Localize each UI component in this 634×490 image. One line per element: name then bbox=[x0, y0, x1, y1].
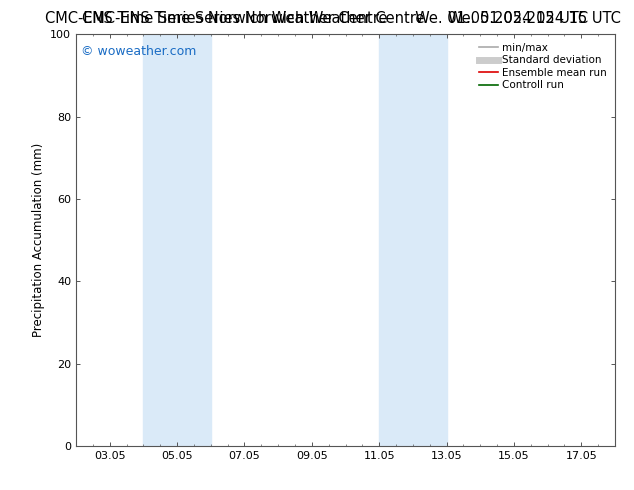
Y-axis label: Precipitation Accumulation (mm): Precipitation Accumulation (mm) bbox=[32, 143, 44, 337]
Text: CMC-ENS Time Series Norwich Weather Centre      We. 01.05.2024 15 UTC: CMC-ENS Time Series Norwich Weather Cent… bbox=[46, 11, 588, 26]
Text: CMC-ENS Time Series Norwich Weather Centre: CMC-ENS Time Series Norwich Weather Cent… bbox=[82, 11, 425, 26]
Legend: min/max, Standard deviation, Ensemble mean run, Controll run: min/max, Standard deviation, Ensemble me… bbox=[476, 40, 610, 94]
Bar bbox=[143, 34, 210, 446]
Text: © woweather.com: © woweather.com bbox=[81, 45, 197, 58]
Bar bbox=[379, 34, 446, 446]
Text: We. 01.05.2024 15 UTC: We. 01.05.2024 15 UTC bbox=[448, 11, 621, 26]
